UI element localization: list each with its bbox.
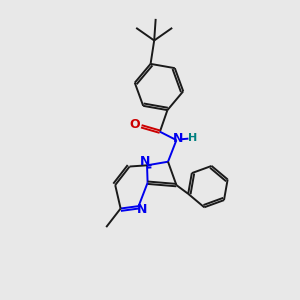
Text: N: N [140,155,151,168]
Text: H: H [188,133,197,143]
Text: N: N [173,132,183,145]
Text: N: N [137,203,147,216]
Text: O: O [129,118,140,131]
